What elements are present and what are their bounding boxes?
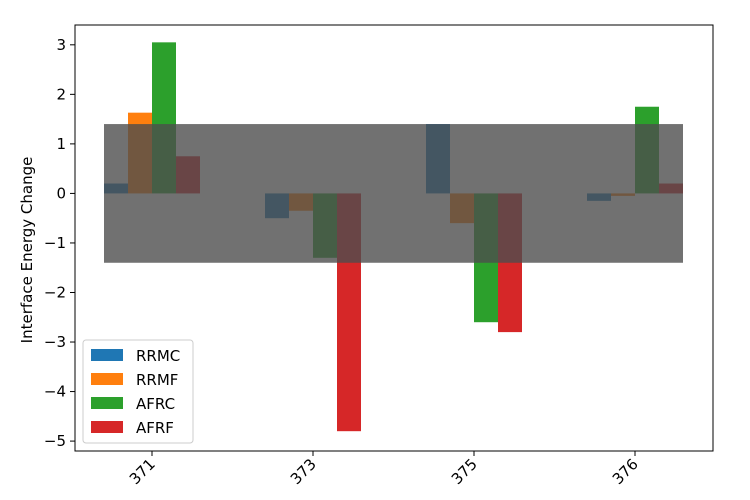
plot-frame [74,24,714,452]
y-tick-label: 2 [56,85,66,103]
y-axis: 3 2 1 0 −1 −2 −3 −4 −5 [44,36,75,450]
x-tick-label: 376 [609,455,642,488]
legend-swatch-afrf [91,421,123,433]
legend-swatch-afrc [91,397,123,409]
y-tick-label: 3 [56,36,66,54]
y-tick-label: −1 [44,234,66,252]
x-axis: 371 373 375 376 [126,451,642,488]
legend: RRMC RRMF AFRC AFRF [82,339,194,444]
legend-swatch-rrmc [91,349,123,361]
legend-swatch-rrmf [91,373,123,385]
y-axis-title: Interface Energy Change [18,157,36,344]
y-tick-label: −4 [44,383,66,401]
x-tick-label: 373 [287,455,320,488]
y-tick-label: 0 [56,184,66,202]
legend-label-afrf: AFRF [136,419,174,437]
y-tick-label: −2 [44,283,66,301]
y-tick-label: −3 [44,333,66,351]
y-tick-label: 1 [56,135,66,153]
legend-box [82,339,194,444]
x-tick-label: 375 [448,455,481,488]
legend-label-rrmc: RRMC [136,347,180,365]
y-tick-label: −5 [44,432,66,450]
x-tick-label: 371 [126,455,159,488]
legend-label-rrmf: RRMF [136,371,178,389]
legend-label-afrc: AFRC [136,395,175,413]
shaded-band-layer [104,124,683,263]
shaded-band [104,124,683,263]
